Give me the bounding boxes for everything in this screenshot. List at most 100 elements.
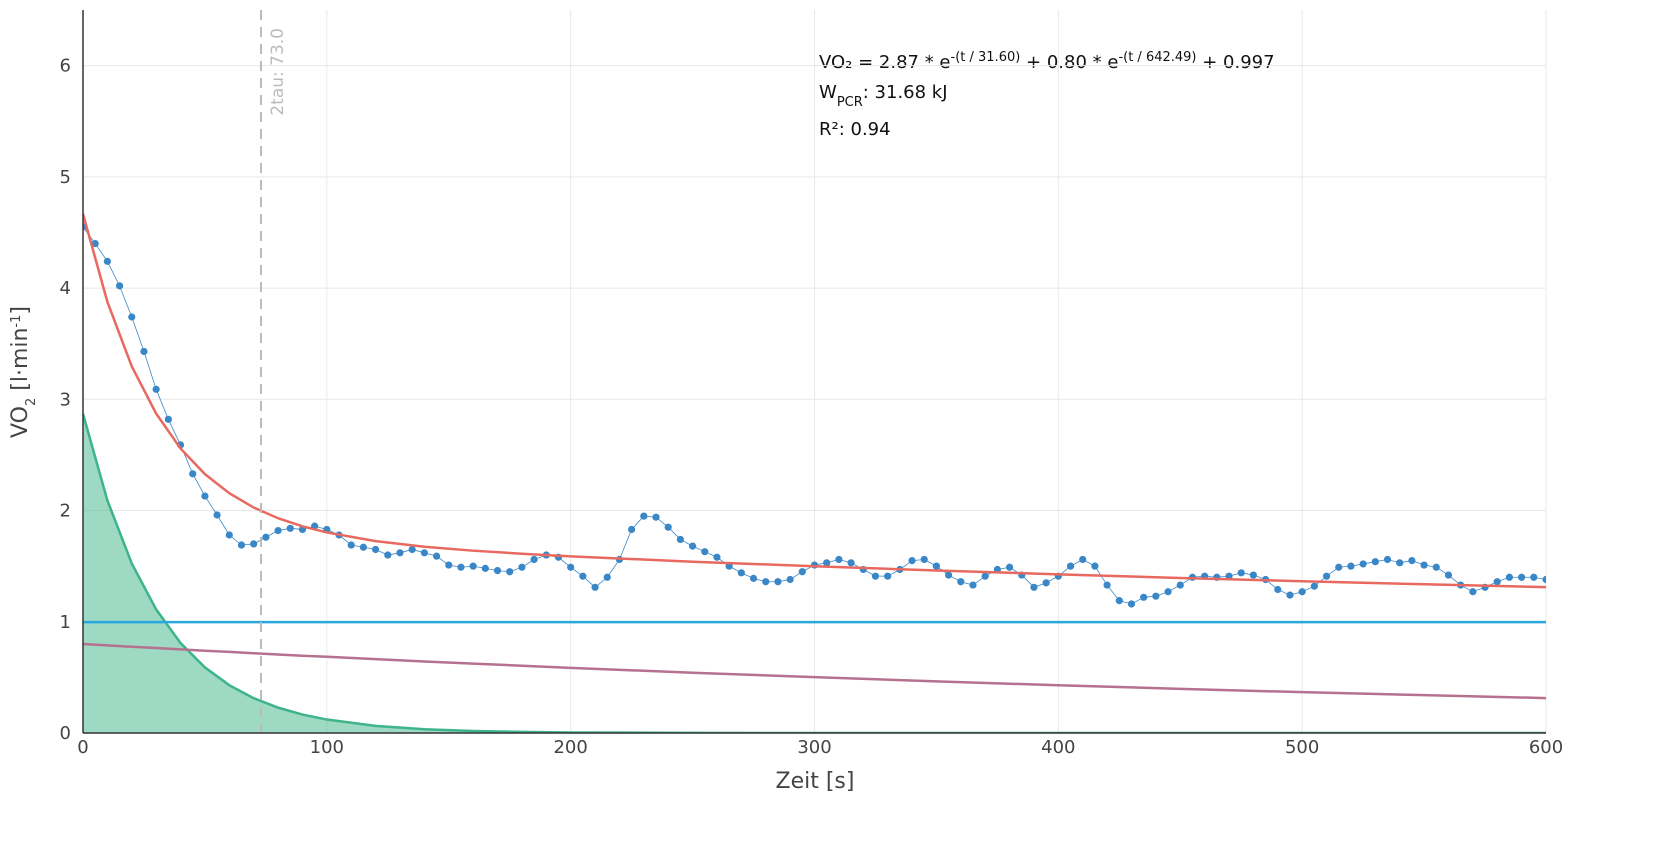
y-axis-title: VO2 [l·min-1] xyxy=(8,306,39,438)
y-tick-label: 2 xyxy=(60,501,71,522)
data-point xyxy=(591,583,599,591)
work-sub: PCR xyxy=(837,95,863,110)
line xyxy=(83,642,1546,700)
data-point xyxy=(372,545,380,554)
data-point xyxy=(115,282,124,290)
data-point xyxy=(1505,573,1514,581)
data-point xyxy=(1249,571,1257,579)
data-point xyxy=(798,568,806,576)
data-point xyxy=(1079,555,1087,564)
data-point xyxy=(530,555,538,564)
data-point xyxy=(603,573,611,581)
data-point xyxy=(1176,581,1184,589)
equation: VO₂ = 2.87 * e-(t / 31.60) + 0.80 * e-(t… xyxy=(819,50,1275,74)
data-point xyxy=(1396,559,1404,567)
data-point xyxy=(1127,600,1136,608)
data-point xyxy=(920,555,928,564)
data-point xyxy=(128,313,136,321)
data-point xyxy=(676,535,684,544)
plot-area xyxy=(83,213,1546,733)
data-point xyxy=(701,548,709,556)
data-point xyxy=(1152,592,1160,600)
data-point xyxy=(1030,583,1038,591)
data-point xyxy=(1164,588,1172,596)
data-point xyxy=(628,525,636,534)
data-point xyxy=(1347,562,1355,570)
data-point xyxy=(640,512,648,520)
line xyxy=(83,213,1546,589)
data-point xyxy=(103,257,111,265)
work-part: : 31.68 kJ xyxy=(863,82,948,103)
data-point xyxy=(945,571,953,579)
data-point xyxy=(1115,597,1123,605)
r2-annotation: R²: 0.94 xyxy=(819,119,891,140)
y-title-sub: 2 xyxy=(24,398,39,406)
data-point xyxy=(359,543,368,551)
data-point xyxy=(579,572,587,580)
y-title-sup: -1 xyxy=(9,315,24,328)
data-point xyxy=(652,513,660,521)
data-point xyxy=(847,559,855,567)
data-point xyxy=(1042,579,1050,587)
y-title-part: [l·min xyxy=(8,328,33,398)
data-point xyxy=(835,555,843,564)
data-point xyxy=(1408,556,1416,565)
data-point xyxy=(164,415,172,423)
data-point xyxy=(493,567,502,575)
data-point xyxy=(262,533,270,541)
data-point xyxy=(1103,581,1111,589)
y-tick-label: 5 xyxy=(60,167,71,188)
data-point xyxy=(762,578,770,586)
x-tick-label: 500 xyxy=(1285,737,1319,758)
x-axis-title: Zeit [s] xyxy=(776,769,855,794)
eq-part: VO₂ = 2.87 * e xyxy=(819,52,951,73)
x-tick-label: 200 xyxy=(553,737,587,758)
data-point xyxy=(1542,575,1546,584)
data-point xyxy=(237,541,246,549)
y-tick-label: 3 xyxy=(60,389,71,410)
data-point xyxy=(250,540,258,548)
data-point xyxy=(1432,563,1440,571)
data-point xyxy=(91,239,99,248)
y-title-part: ] xyxy=(8,306,33,315)
y-tick-label: 6 xyxy=(60,56,71,77)
reference-label: 2tau: 73.0 xyxy=(268,28,288,116)
data-point xyxy=(347,541,355,549)
data-point xyxy=(1518,573,1526,581)
data-point xyxy=(189,470,197,478)
data-point xyxy=(749,574,758,582)
y-tick-label: 1 xyxy=(60,612,71,633)
area-fill xyxy=(83,413,1546,733)
data-point xyxy=(445,561,453,569)
data-point xyxy=(420,549,428,557)
data-point xyxy=(469,562,477,570)
eq-part: + 0.80 * e xyxy=(1020,52,1118,73)
data-point xyxy=(201,492,209,500)
data-point xyxy=(932,562,941,570)
x-tick-label: 400 xyxy=(1041,737,1075,758)
data-point xyxy=(1298,588,1306,596)
data-point xyxy=(1066,562,1075,570)
data-point xyxy=(908,556,916,565)
data-point xyxy=(1091,562,1099,570)
data-point xyxy=(274,526,282,535)
y-title-part: VO xyxy=(8,406,33,438)
data-point xyxy=(408,545,416,554)
data-point xyxy=(1335,563,1343,571)
data-point xyxy=(1530,573,1538,581)
y-tick-label: 0 xyxy=(60,723,71,744)
data-point xyxy=(774,578,782,586)
data-point xyxy=(225,531,233,539)
data-point xyxy=(1371,558,1379,566)
x-tick-label: 300 xyxy=(797,737,831,758)
data-point xyxy=(1469,588,1477,596)
data-point xyxy=(981,572,989,580)
area-line xyxy=(83,413,1546,733)
data-point xyxy=(152,385,160,393)
data-point xyxy=(1383,555,1392,564)
data-point xyxy=(384,551,392,559)
eq-exp: -(t / 642.49) xyxy=(1118,50,1196,65)
x-tick-label: 0 xyxy=(77,737,88,758)
data-point xyxy=(1237,569,1245,577)
